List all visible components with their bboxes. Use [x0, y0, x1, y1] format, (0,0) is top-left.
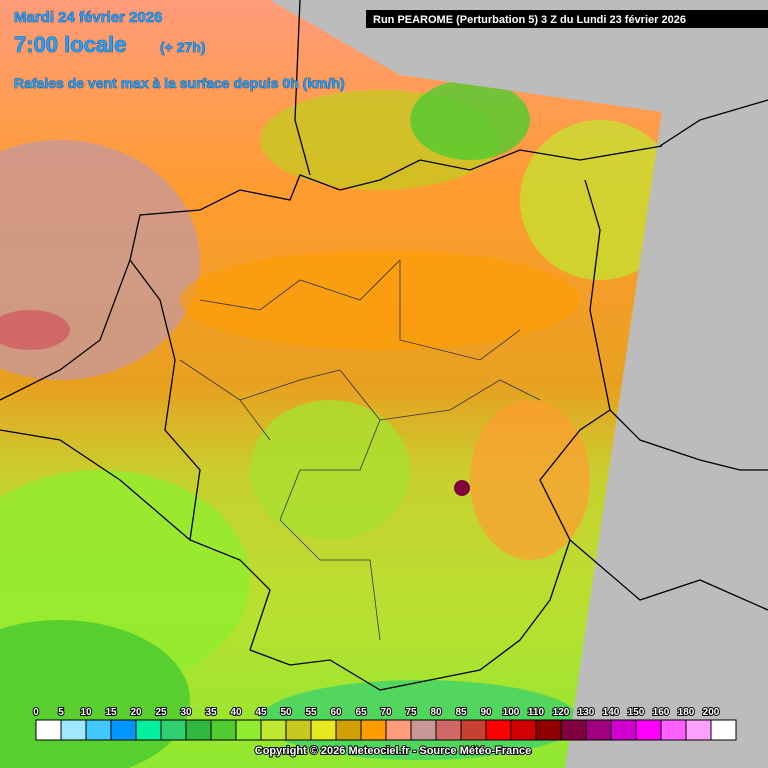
legend-swatch — [210, 719, 237, 741]
legend-swatch — [185, 719, 212, 741]
legend-swatch — [585, 719, 612, 741]
date: Mardi 24 février 2026 — [14, 9, 162, 26]
legend-tick-label: 80 — [430, 707, 442, 718]
legend-swatch — [685, 719, 712, 741]
legend-tick-label: 160 — [653, 707, 670, 718]
legend-tick-label: 65 — [355, 707, 367, 718]
legend-swatch — [410, 719, 437, 741]
legend-swatch — [135, 719, 162, 741]
legend-swatch — [710, 719, 737, 741]
legend-swatch — [560, 719, 587, 741]
legend-tick-label: 40 — [230, 707, 242, 718]
legend-tick-label: 75 — [405, 707, 417, 718]
copyright: Copyright © 2026 Meteociel.fr - Source M… — [255, 745, 531, 757]
legend-tick-label: 0 — [33, 707, 39, 718]
legend-tick-label: 45 — [255, 707, 267, 718]
legend-tick-label: 120 — [553, 707, 570, 718]
legend-tick-label: 50 — [280, 707, 292, 718]
legend-tick-label: 70 — [380, 707, 392, 718]
legend-swatch — [85, 719, 112, 741]
legend-swatch — [610, 719, 637, 741]
coastline — [0, 145, 663, 401]
legend-tick-label: 130 — [578, 707, 595, 718]
legend-swatch — [535, 719, 562, 741]
run-banner — [366, 10, 768, 28]
legend-tick-label: 200 — [703, 707, 720, 718]
legend-tick-label: 140 — [603, 707, 620, 718]
legend-tick-label: 5 — [58, 707, 64, 718]
legend-swatch — [510, 719, 537, 741]
legend-swatch — [360, 719, 387, 741]
legend-swatch — [60, 719, 87, 741]
legend-tick-label: 90 — [480, 707, 492, 718]
legend-swatch — [435, 719, 462, 741]
east-borders — [569, 99, 768, 611]
legend-tick-label: 100 — [503, 707, 520, 718]
legend-swatch — [235, 719, 262, 741]
legend-tick-label: 60 — [330, 707, 342, 718]
legend-swatch — [285, 719, 312, 741]
time: 7:00 locale — [14, 32, 127, 57]
legend-tick-label: 15 — [105, 707, 117, 718]
run-info: Run PEAROME (Perturbation 5) 3 Z du Lund… — [373, 14, 686, 26]
legend-tick-label: 20 — [130, 707, 142, 718]
legend-tick-label: 35 — [205, 707, 217, 718]
legend-tick-label: 10 — [80, 707, 92, 718]
legend-swatch — [35, 719, 62, 741]
legend-swatch — [460, 719, 487, 741]
legend-tick-label: 55 — [305, 707, 317, 718]
country-border — [0, 0, 611, 691]
legend-swatch — [635, 719, 662, 741]
state-borders — [179, 259, 541, 641]
legend-tick-label: 25 — [155, 707, 167, 718]
legend-tick-label: 180 — [678, 707, 695, 718]
legend-swatch — [660, 719, 687, 741]
legend-swatch — [310, 719, 337, 741]
legend-swatch — [385, 719, 412, 741]
legend-swatch — [110, 719, 137, 741]
legend-swatch — [485, 719, 512, 741]
legend-tick-label: 30 — [180, 707, 192, 718]
legend-tick-label: 85 — [455, 707, 467, 718]
legend-tick-label: 110 — [528, 707, 545, 718]
legend-tick-label: 150 — [628, 707, 645, 718]
legend-swatch — [160, 719, 187, 741]
lead-time: (+ 27h) — [160, 39, 206, 55]
subtitle: Rafales de vent max à la surface depuis … — [14, 75, 345, 91]
legend-swatch — [335, 719, 362, 741]
legend-swatch — [260, 719, 287, 741]
legend: 0 5 10 15 20 25 30 35 40 45 50 55 60 65 70 75 80 85 90 100 1… — [32, 706, 737, 741]
